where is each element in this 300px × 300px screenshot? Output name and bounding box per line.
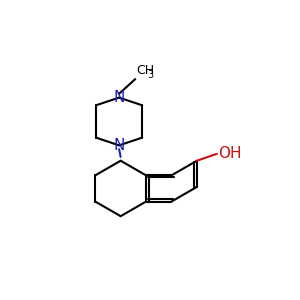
- Text: N: N: [113, 90, 125, 105]
- Text: CH: CH: [136, 64, 154, 77]
- Text: N: N: [113, 138, 125, 153]
- Text: 3: 3: [147, 70, 153, 80]
- Text: OH: OH: [218, 146, 242, 161]
